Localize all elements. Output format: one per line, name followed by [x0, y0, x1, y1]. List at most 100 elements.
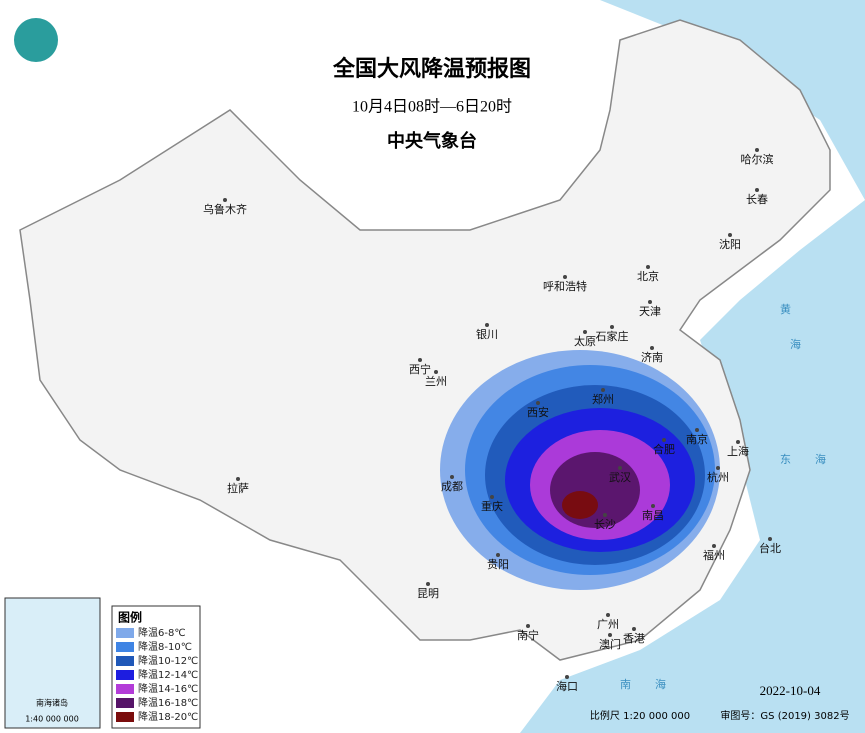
city-label: 银川: [476, 327, 498, 341]
legend-swatch: [116, 628, 134, 638]
legend-swatch: [116, 642, 134, 652]
sea-label: 海: [790, 337, 801, 351]
city-label: 长沙: [594, 518, 616, 531]
approval: 审图号：GS (2019) 3082号: [720, 709, 849, 722]
legend-label: 降温16-18℃: [138, 696, 198, 709]
city-dot: [755, 188, 759, 192]
sea-label: 黄: [780, 302, 791, 316]
city-dot: [565, 675, 569, 679]
city-label: 香港: [623, 632, 645, 645]
title: 全国大风降温预报图: [332, 56, 531, 82]
city-dot: [650, 346, 654, 350]
city-dot: [450, 475, 454, 479]
city-dot: [618, 466, 622, 470]
city-label: 武汉: [609, 471, 631, 484]
city-label: 台北: [759, 541, 781, 555]
city-label: 呼和浩特: [543, 279, 587, 293]
city-label: 石家庄: [596, 329, 629, 343]
city-dot: [536, 401, 540, 405]
city-dot: [755, 148, 759, 152]
city-label: 澳门: [599, 637, 621, 651]
city-label: 成都: [441, 480, 463, 493]
city-label: 郑州: [592, 392, 614, 406]
city-dot: [496, 553, 500, 557]
sea-label: 东: [780, 453, 791, 466]
inset-title: 南海诸岛: [36, 698, 68, 708]
city-label: 南宁: [517, 628, 539, 642]
city-dot: [601, 388, 605, 392]
city-dot: [716, 466, 720, 470]
legend-label: 降温8-10℃: [138, 640, 192, 653]
legend-swatch: [116, 656, 134, 666]
city-dot: [606, 613, 610, 617]
legend-label: 降温6-8℃: [138, 626, 186, 639]
scale: 比例尺 1:20 000 000: [590, 709, 690, 722]
inset: [4, 597, 101, 729]
city-label: 广州: [597, 618, 619, 631]
city-dot: [646, 265, 650, 269]
city-label: 福州: [703, 548, 725, 562]
legend-title: 图例: [118, 610, 142, 625]
city-label: 长春: [746, 193, 768, 206]
inset-scale: 1:40 000 000: [25, 715, 79, 724]
cooling-zone: [562, 491, 598, 519]
city-dot: [712, 544, 716, 548]
city-label: 沈阳: [719, 237, 741, 251]
city-label: 南京: [686, 432, 708, 446]
city-dot: [768, 537, 772, 541]
city-label: 天津: [639, 305, 661, 318]
city-dot: [490, 495, 494, 499]
city-dot: [632, 627, 636, 631]
legend-label: 降温12-14℃: [138, 668, 198, 681]
city-dot: [603, 513, 607, 517]
sea: [520, 0, 865, 733]
sea-label: 海: [815, 452, 826, 466]
city-label: 太原: [574, 335, 596, 348]
city-label: 昆明: [417, 587, 439, 600]
city-label: 兰州: [425, 375, 447, 388]
city-dot: [434, 370, 438, 374]
city-dot: [236, 477, 240, 481]
cooling-zone: [550, 452, 640, 528]
city-label: 哈尔滨: [741, 152, 774, 166]
city-label: 北京: [637, 269, 659, 283]
city-dot: [648, 300, 652, 304]
city-label: 济南: [641, 350, 663, 364]
city-label: 南昌: [642, 509, 664, 522]
sea-label: 海: [655, 677, 666, 691]
city-dot: [426, 582, 430, 586]
city-dot: [651, 504, 655, 508]
logo: [14, 18, 58, 62]
period: 10月4日08时—6日20时: [352, 98, 512, 116]
legend-swatch: [116, 712, 134, 722]
legend-swatch: [116, 670, 134, 680]
city-label: 贵阳: [487, 558, 509, 571]
legend-swatch: [116, 698, 134, 708]
legend-swatch: [116, 684, 134, 694]
city-label: 合肥: [653, 442, 675, 456]
city-label: 上海: [727, 444, 749, 458]
city-dot: [563, 275, 567, 279]
city-label: 西安: [527, 405, 549, 419]
city-dot: [695, 428, 699, 432]
city-dot: [736, 440, 740, 444]
legend-label: 降温18-20℃: [138, 710, 198, 723]
city-dot: [728, 233, 732, 237]
city-label: 重庆: [481, 499, 503, 513]
city-dot: [485, 323, 489, 327]
sea-label: 南: [620, 678, 631, 691]
legend-label: 降温14-16℃: [138, 682, 198, 695]
city-dot: [223, 198, 227, 202]
city-label: 拉萨: [227, 481, 249, 495]
city-dot: [610, 325, 614, 329]
city-dot: [526, 624, 530, 628]
issuer: 中央气象台: [387, 130, 477, 152]
city-dot: [583, 330, 587, 334]
city-dot: [662, 438, 666, 442]
legend-label: 降温10-12℃: [138, 654, 198, 667]
city-label: 乌鲁木齐: [203, 202, 247, 216]
city-label: 杭州: [707, 470, 729, 484]
date: 2022-10-04: [760, 683, 821, 698]
